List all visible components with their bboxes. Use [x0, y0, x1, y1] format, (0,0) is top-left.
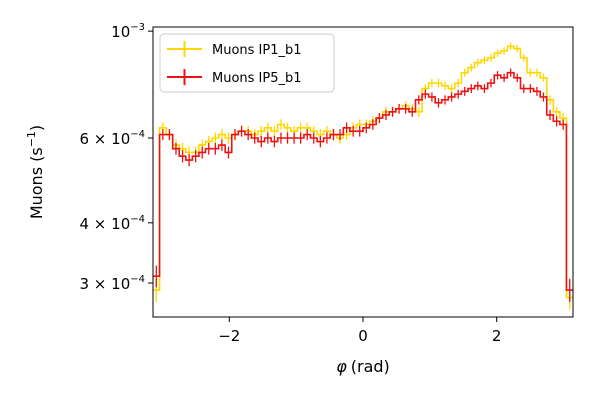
- legend-item-ip5: Muons IP5_b1: [167, 69, 302, 86]
- x-tick-label: 2: [492, 327, 502, 345]
- legend-box: [159, 33, 335, 93]
- legend: Muons IP1_b1 Muons IP5_b1: [159, 33, 335, 93]
- y-axis: 10−3 6 × 10−4 4 × 10−4 3 × 10−4: [80, 22, 153, 293]
- x-axis: −2 0 2: [218, 317, 501, 345]
- y-tick-label: 6 × 10−4: [80, 129, 146, 148]
- legend-label-ip1: Muons IP1_b1: [212, 43, 302, 58]
- series-ip5: [153, 68, 573, 302]
- x-tick-label: −2: [218, 327, 240, 345]
- series-step-line: [153, 71, 573, 291]
- y-axis-label-end: ): [27, 125, 46, 131]
- series-step-line: [153, 45, 573, 299]
- y-tick-label: 10−3: [111, 22, 145, 41]
- x-axis-unit: (rad): [351, 357, 390, 376]
- x-tick-label: 0: [358, 327, 368, 345]
- y-axis-label-sup: −1: [25, 131, 38, 147]
- y-axis-label-main: Muons (s: [27, 147, 46, 219]
- x-axis-symbol: φ: [336, 357, 347, 376]
- legend-item-ip1: Muons IP1_b1: [167, 41, 302, 58]
- y-tick-label: 4 × 10−4: [80, 214, 146, 233]
- y-tick-label: 3 × 10−4: [80, 274, 146, 293]
- y-axis-label: Muons (s−1): [25, 125, 46, 219]
- series-layer: [153, 42, 573, 310]
- legend-label-ip5: Muons IP5_b1: [212, 71, 302, 86]
- x-axis-label: φ (rad): [336, 357, 390, 376]
